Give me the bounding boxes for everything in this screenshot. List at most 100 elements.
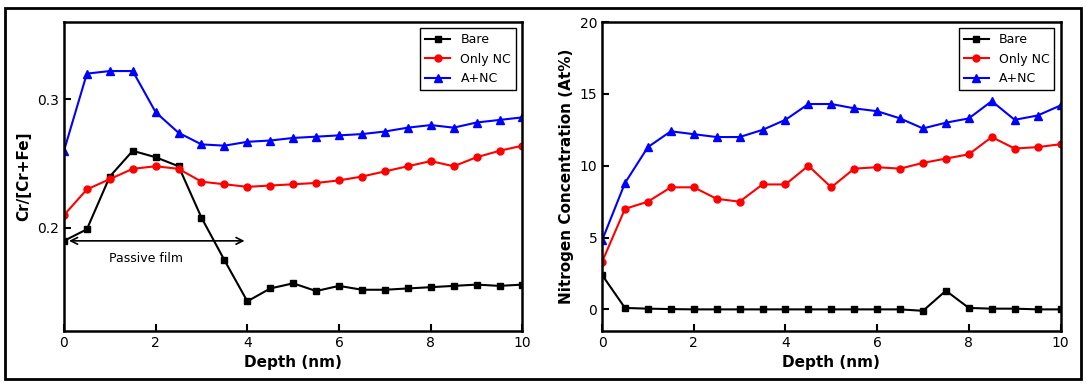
A+NC [756, 128, 769, 132]
A+NC [126, 69, 139, 74]
A+NC [962, 116, 975, 121]
Bare [1055, 307, 1068, 312]
Bare [801, 307, 814, 312]
Only NC [355, 174, 368, 179]
Only NC [779, 182, 792, 187]
A+NC [332, 133, 345, 138]
Only NC [848, 166, 861, 171]
Bare [1008, 307, 1021, 311]
Bare [824, 307, 837, 312]
Only NC [310, 181, 323, 185]
Only NC [939, 156, 952, 161]
A+NC [985, 99, 998, 103]
Only NC [195, 179, 209, 184]
Legend: Bare, Only NC, A+NC: Bare, Only NC, A+NC [959, 28, 1055, 90]
Bare [779, 307, 792, 312]
Only NC [801, 163, 814, 168]
A+NC [58, 149, 71, 153]
Bare [378, 288, 391, 292]
Bare [848, 307, 861, 312]
Bare [1031, 307, 1044, 312]
A+NC [425, 123, 438, 127]
Line: Only NC: Only NC [61, 142, 526, 219]
Bare [962, 306, 975, 310]
A+NC [264, 138, 277, 143]
Only NC [894, 166, 907, 171]
Only NC [642, 199, 655, 204]
Bare [710, 307, 723, 312]
A+NC [642, 145, 655, 149]
Only NC [756, 182, 769, 187]
A+NC [355, 132, 368, 136]
Bare [402, 286, 415, 291]
Bare [871, 307, 884, 312]
Bare [939, 288, 952, 293]
A+NC [287, 135, 300, 140]
Bare [80, 227, 93, 231]
Bare [425, 285, 438, 289]
Only NC [149, 164, 162, 169]
Only NC [241, 185, 254, 189]
Bare [756, 307, 769, 312]
Bare [195, 216, 209, 220]
Legend: Bare, Only NC, A+NC: Bare, Only NC, A+NC [420, 28, 516, 90]
Only NC [126, 166, 139, 171]
A+NC [172, 130, 185, 135]
Only NC [425, 159, 438, 163]
A+NC [595, 238, 608, 243]
Bare [332, 284, 345, 288]
Only NC [985, 135, 998, 139]
Bare [595, 272, 608, 277]
Only NC [687, 185, 700, 190]
Only NC [917, 161, 930, 165]
A+NC [241, 139, 254, 144]
A+NC [149, 110, 162, 115]
Bare [516, 282, 529, 287]
Only NC [595, 260, 608, 264]
Bare [447, 284, 460, 288]
A+NC [1008, 118, 1021, 122]
A+NC [470, 120, 483, 125]
Only NC [516, 143, 529, 148]
A+NC [687, 132, 700, 137]
Only NC [218, 182, 231, 187]
Bare [642, 307, 655, 311]
Bare [894, 307, 907, 312]
A+NC [618, 181, 631, 185]
A+NC [824, 102, 837, 106]
Only NC [962, 152, 975, 157]
A+NC [733, 135, 746, 139]
A+NC [710, 135, 723, 139]
Bare [985, 307, 998, 311]
Line: Bare: Bare [61, 147, 526, 305]
Line: A+NC: A+NC [598, 97, 1064, 245]
Text: Passive film: Passive film [110, 252, 184, 265]
Bare [493, 284, 506, 288]
Only NC [58, 213, 71, 217]
Only NC [710, 197, 723, 201]
A+NC [848, 106, 861, 111]
A+NC [402, 125, 415, 130]
Bare [618, 306, 631, 310]
Bare [172, 164, 185, 169]
Bare [126, 149, 139, 153]
X-axis label: Depth (nm): Depth (nm) [244, 355, 342, 370]
Only NC [493, 149, 506, 153]
Only NC [1055, 142, 1068, 147]
Only NC [80, 187, 93, 192]
Only NC [172, 166, 185, 171]
A+NC [1055, 103, 1068, 108]
Only NC [447, 164, 460, 169]
Bare [470, 282, 483, 287]
A+NC [894, 116, 907, 121]
Y-axis label: Nitrogen Concentration (At%): Nitrogen Concentration (At%) [559, 49, 574, 304]
Line: A+NC: A+NC [60, 67, 527, 155]
Bare [355, 288, 368, 292]
A+NC [310, 134, 323, 139]
A+NC [195, 142, 209, 147]
Only NC [287, 182, 300, 187]
Only NC [824, 185, 837, 190]
Bare [241, 299, 254, 304]
Only NC [402, 164, 415, 169]
Bare [733, 307, 746, 312]
